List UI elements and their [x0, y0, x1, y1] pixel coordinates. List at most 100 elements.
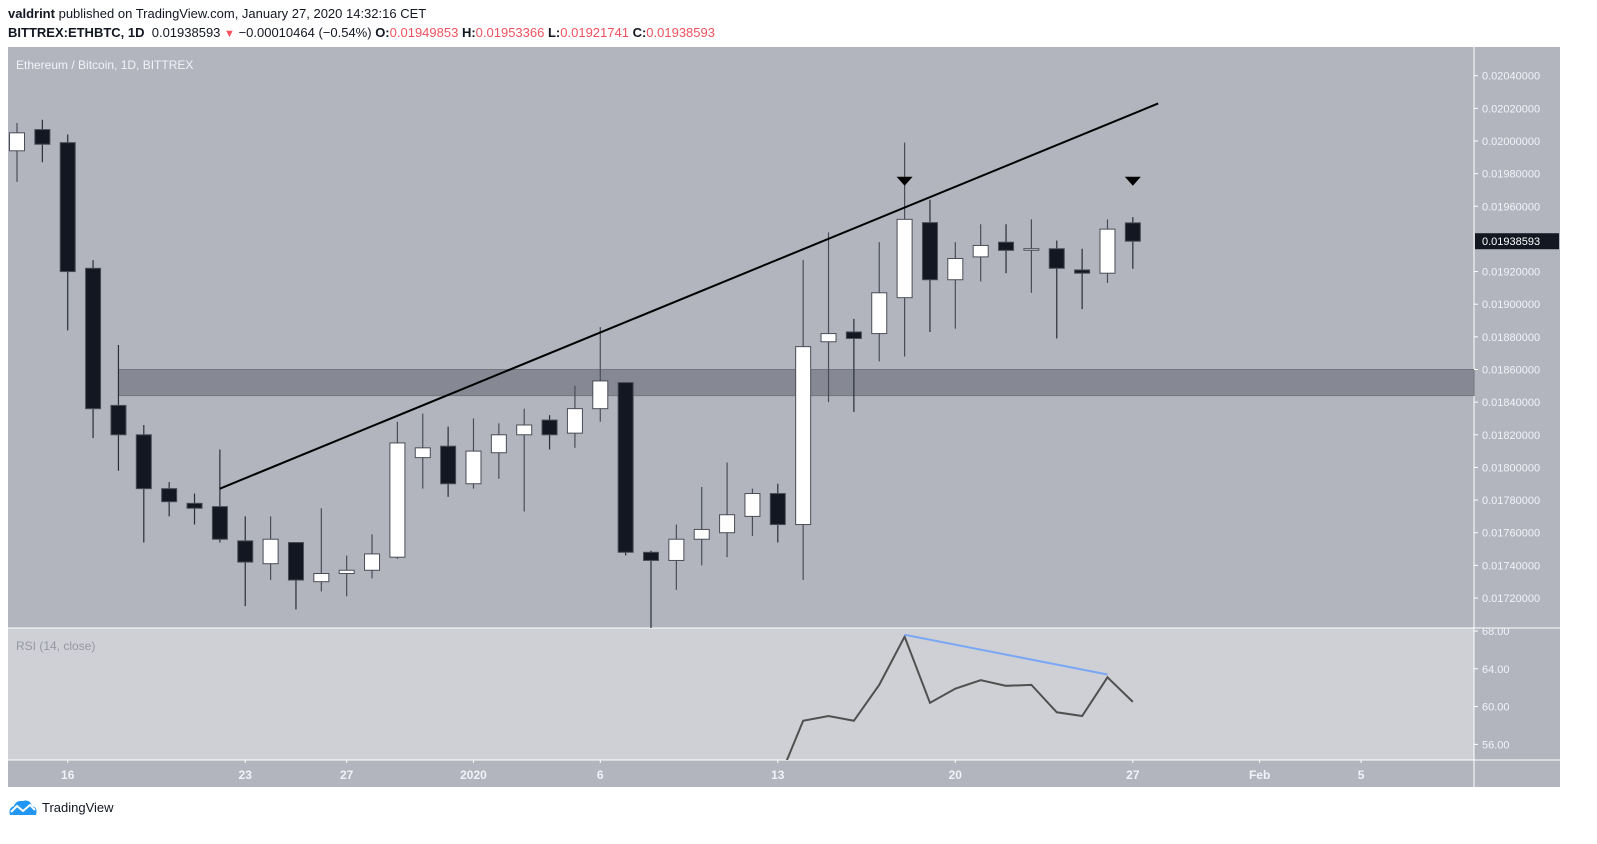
candle-down — [85, 267, 102, 410]
candle-down — [186, 502, 203, 509]
candle-down — [617, 382, 634, 553]
price-tick-label: 0.02020000 — [1482, 103, 1540, 115]
rsi-tick-label: 60.00 — [1482, 702, 1510, 714]
price-tick-label: 0.02000000 — [1482, 136, 1540, 148]
triangle-down-icon: ▼ — [224, 28, 235, 40]
price-tick-label: 0.01840000 — [1482, 397, 1540, 409]
arrow-down-marker — [1124, 176, 1141, 186]
price-tick-label: 0.01880000 — [1482, 332, 1540, 344]
candle-down — [237, 540, 254, 563]
time-tick-label: 23 — [239, 768, 253, 782]
candle-down — [643, 551, 659, 561]
pane-title: Ethereum / Bitcoin, 1D, BITTREX — [16, 58, 194, 72]
rsi-title: RSI (14, close) — [16, 639, 96, 653]
candle-down — [440, 445, 457, 485]
arrow-down-marker — [896, 176, 913, 186]
candle-up — [744, 493, 761, 517]
candle-down — [287, 542, 304, 581]
price-tick-label: 0.01760000 — [1482, 528, 1540, 540]
candle-down — [211, 506, 228, 540]
candle-up — [592, 380, 609, 410]
price-tick-label: 0.01920000 — [1482, 267, 1540, 279]
time-tick-label: 27 — [1126, 768, 1140, 782]
rsi-tick-label: 56.00 — [1482, 739, 1510, 751]
candle-up — [668, 538, 685, 561]
time-tick-label: 2020 — [460, 768, 487, 782]
time-tick-label: 6 — [597, 768, 604, 782]
candle-down — [845, 331, 862, 339]
candle-up — [566, 408, 583, 434]
rsi-divergence-line — [904, 633, 1108, 676]
time-tick-label: 20 — [949, 768, 963, 782]
rsi-group — [785, 633, 1134, 760]
candle-down — [161, 488, 178, 503]
candle-down — [769, 493, 786, 526]
candle-up — [313, 573, 330, 583]
candle-up — [1099, 228, 1116, 274]
author-name[interactable]: valdrint — [8, 6, 55, 21]
price-change: −0.00010464 (−0.54%) — [238, 25, 372, 40]
candle-up — [1023, 248, 1040, 251]
logo-text: TradingView — [42, 799, 114, 815]
published-text: published on TradingView.com, January 27… — [58, 6, 427, 21]
low-value: 0.01921741 — [560, 25, 629, 40]
candle-down — [921, 222, 938, 281]
candle-up — [972, 244, 989, 258]
current-price-label: 0.01938593 — [1482, 236, 1540, 248]
publish-info: valdrint published on TradingView.com, J… — [8, 6, 426, 21]
high-label: H: — [461, 25, 476, 40]
candle-down — [59, 142, 76, 273]
candle-up — [719, 514, 736, 534]
price-tick-label: 0.01980000 — [1482, 169, 1540, 181]
price-tick-label: 0.02040000 — [1482, 71, 1540, 83]
candle-down — [1074, 269, 1091, 274]
time-tick-label: 5 — [1358, 768, 1365, 782]
candle-up — [795, 346, 812, 526]
candle-up — [820, 333, 837, 343]
price-tick-label: 0.01720000 — [1482, 593, 1540, 605]
candle-up — [693, 528, 710, 540]
price-tick-label: 0.01740000 — [1482, 560, 1540, 572]
open-label: O: — [375, 25, 390, 40]
candle-up — [516, 424, 533, 436]
current-price-badge — [1475, 233, 1559, 250]
time-tick-label: 13 — [771, 768, 785, 782]
close-value: 0.01938593 — [646, 25, 715, 40]
candle-up — [262, 538, 279, 565]
rsi-tick-label: 68.00 — [1482, 626, 1510, 638]
price-tick-label: 0.01780000 — [1482, 495, 1540, 507]
high-value: 0.01953366 — [475, 25, 545, 40]
price-tick-label: 0.01900000 — [1482, 299, 1540, 311]
symbol-legend: BITTREX:ETHBTC, 1D 0.01938593 ▼ −0.00010… — [8, 25, 715, 40]
candle-down — [1048, 248, 1065, 269]
candle-up — [364, 553, 381, 571]
price-tick-label: 0.01860000 — [1482, 364, 1540, 376]
symbol-name: BITTREX:ETHBTC, 1D — [8, 25, 145, 40]
price-tick-label: 0.01800000 — [1482, 462, 1540, 474]
time-tick-label: Feb — [1249, 768, 1270, 782]
low-label: L: — [547, 25, 561, 40]
candle-down — [34, 129, 51, 145]
candle-down — [541, 419, 558, 436]
candle-up — [490, 434, 507, 454]
trendline — [219, 102, 1159, 490]
price-tick-label: 0.01960000 — [1482, 201, 1540, 213]
candle-up — [896, 218, 913, 299]
candle-up — [465, 450, 482, 485]
price-tick-label: 0.01820000 — [1482, 430, 1540, 442]
rsi-pane-background — [8, 628, 1474, 760]
candle-up — [871, 292, 888, 335]
candle-up — [947, 258, 964, 281]
candle-down — [1124, 222, 1141, 242]
open-value: 0.01949853 — [389, 25, 459, 40]
rsi-tick-label: 64.00 — [1482, 664, 1510, 676]
close-label: C: — [632, 25, 647, 40]
candle-up — [9, 132, 25, 152]
last-price: 0.01938593 — [151, 25, 221, 40]
candle-down — [998, 241, 1015, 251]
time-tick-label: 16 — [61, 768, 75, 782]
candle-down — [110, 404, 127, 436]
tradingview-logo[interactable]: TradingView — [8, 798, 114, 816]
tradingview-cloud-icon — [9, 800, 37, 815]
